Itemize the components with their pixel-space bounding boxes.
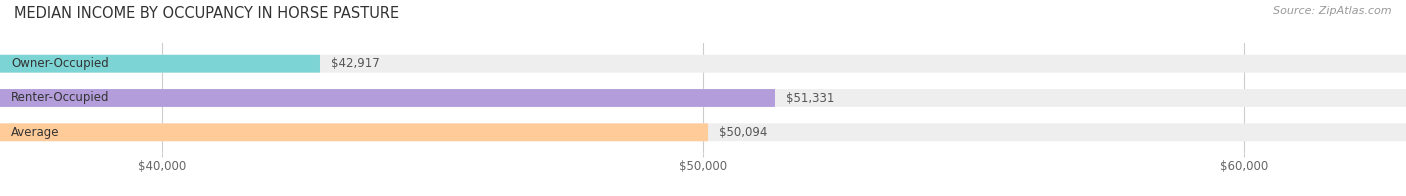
FancyBboxPatch shape xyxy=(0,89,1406,107)
Text: Average: Average xyxy=(11,126,59,139)
Text: Owner-Occupied: Owner-Occupied xyxy=(11,57,110,70)
FancyBboxPatch shape xyxy=(0,123,1406,141)
FancyBboxPatch shape xyxy=(0,89,775,107)
Text: $42,917: $42,917 xyxy=(332,57,380,70)
Text: MEDIAN INCOME BY OCCUPANCY IN HORSE PASTURE: MEDIAN INCOME BY OCCUPANCY IN HORSE PAST… xyxy=(14,6,399,21)
Text: Renter-Occupied: Renter-Occupied xyxy=(11,92,110,104)
Text: Source: ZipAtlas.com: Source: ZipAtlas.com xyxy=(1274,6,1392,16)
FancyBboxPatch shape xyxy=(0,55,321,73)
FancyBboxPatch shape xyxy=(0,55,1406,73)
Text: $51,331: $51,331 xyxy=(786,92,835,104)
Text: $50,094: $50,094 xyxy=(720,126,768,139)
FancyBboxPatch shape xyxy=(0,123,709,141)
